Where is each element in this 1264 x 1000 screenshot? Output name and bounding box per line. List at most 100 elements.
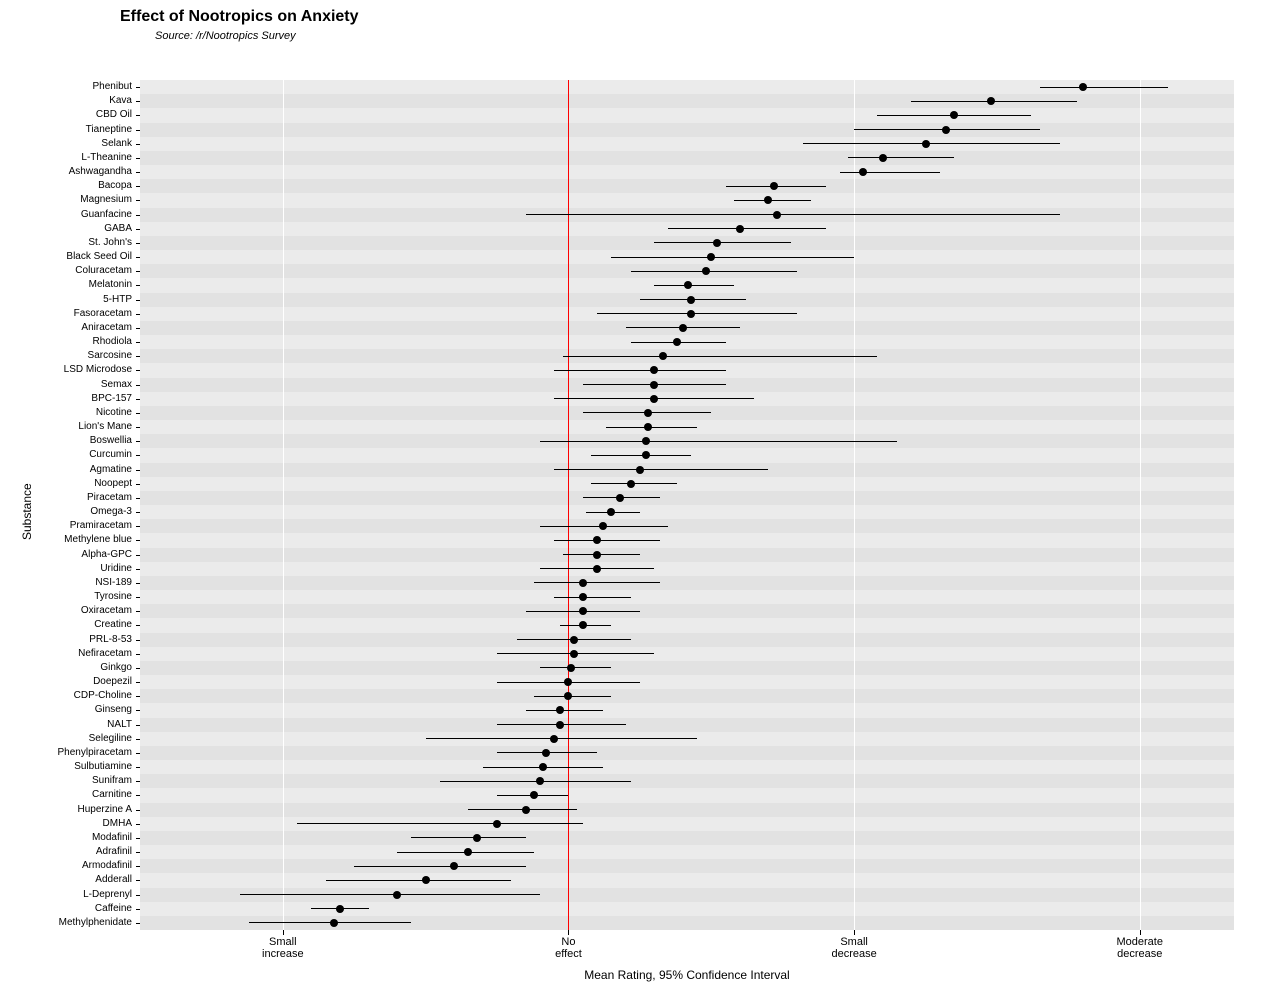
ci-line xyxy=(563,356,877,357)
ci-line xyxy=(297,823,583,824)
y-tick-label: Lion's Mane xyxy=(78,421,132,432)
y-tick-mark xyxy=(136,470,140,471)
y-tick-mark xyxy=(136,597,140,598)
y-tick-mark xyxy=(136,824,140,825)
mean-point xyxy=(650,381,658,389)
row-bg xyxy=(140,477,1234,491)
row-bg xyxy=(140,604,1234,618)
mean-point xyxy=(493,820,501,828)
y-tick-label: L-Theanine xyxy=(81,152,132,163)
y-tick-mark xyxy=(136,654,140,655)
mean-point xyxy=(556,721,564,729)
y-tick-mark xyxy=(136,753,140,754)
row-bg xyxy=(140,108,1234,122)
row-bg xyxy=(140,760,1234,774)
ci-line xyxy=(326,880,512,881)
y-tick-mark xyxy=(136,640,140,641)
y-tick-label: Omega-3 xyxy=(90,506,132,517)
y-tick-mark xyxy=(136,668,140,669)
y-tick-label: Pramiracetam xyxy=(70,520,132,531)
y-tick-mark xyxy=(136,399,140,400)
ci-line xyxy=(411,837,525,838)
mean-point xyxy=(687,296,695,304)
y-tick-label: Caffeine xyxy=(95,903,132,914)
y-tick-mark xyxy=(136,385,140,386)
ci-line xyxy=(554,540,660,541)
y-tick-label: LSD Microdose xyxy=(64,364,132,375)
mean-point xyxy=(473,834,481,842)
y-tick-label: Fasoracetam xyxy=(74,308,132,319)
ci-line xyxy=(597,313,797,314)
row-bg xyxy=(140,633,1234,647)
y-tick-label: Ginseng xyxy=(95,704,132,715)
row-bg xyxy=(140,689,1234,703)
ci-line xyxy=(526,710,603,711)
mean-point xyxy=(579,593,587,601)
y-tick-label: Boswellia xyxy=(90,435,132,446)
y-tick-label: Kava xyxy=(109,95,132,106)
y-tick-label: Nicotine xyxy=(96,407,132,418)
y-tick-mark xyxy=(136,427,140,428)
y-tick-label: Bacopa xyxy=(98,180,132,191)
y-tick-mark xyxy=(136,767,140,768)
y-tick-label: Black Seed Oil xyxy=(66,251,132,262)
y-tick-label: Creatine xyxy=(94,619,132,630)
y-tick-mark xyxy=(136,611,140,612)
row-bg xyxy=(140,533,1234,547)
mean-point xyxy=(922,140,930,148)
y-tick-label: NALT xyxy=(107,719,132,730)
row-bg xyxy=(140,902,1234,916)
row-bg xyxy=(140,703,1234,717)
row-bg xyxy=(140,774,1234,788)
y-tick-mark xyxy=(136,87,140,88)
ci-line xyxy=(840,172,940,173)
mean-point xyxy=(642,451,650,459)
y-tick-label: Sulbutiamine xyxy=(74,761,132,772)
y-tick-mark xyxy=(136,880,140,881)
row-bg xyxy=(140,165,1234,179)
y-tick-label: Sarcosine xyxy=(88,350,132,361)
chart-subtitle: Source: /r/Nootropics Survey xyxy=(155,30,296,42)
y-tick-label: Tyrosine xyxy=(94,591,132,602)
row-bg xyxy=(140,647,1234,661)
y-tick-mark xyxy=(136,356,140,357)
y-tick-mark xyxy=(136,328,140,329)
y-tick-label: Ginkgo xyxy=(100,662,132,673)
row-bg xyxy=(140,831,1234,845)
reference-line xyxy=(568,80,569,930)
mean-point xyxy=(616,494,624,502)
y-tick-mark xyxy=(136,555,140,556)
y-tick-label: Curcumin xyxy=(89,449,132,460)
row-bg xyxy=(140,590,1234,604)
y-tick-label: Agmatine xyxy=(90,464,132,475)
figure: Effect of Nootropics on Anxiety Source: … xyxy=(0,0,1264,1000)
x-tick-label: No effect xyxy=(518,936,618,960)
y-tick-label: DMHA xyxy=(103,818,132,829)
row-bg xyxy=(140,718,1234,732)
y-tick-mark xyxy=(136,795,140,796)
mean-point xyxy=(642,437,650,445)
y-tick-mark xyxy=(136,101,140,102)
y-tick-mark xyxy=(136,271,140,272)
y-tick-mark xyxy=(136,781,140,782)
x-tick-mark xyxy=(283,930,284,935)
row-bg xyxy=(140,661,1234,675)
y-tick-mark xyxy=(136,739,140,740)
mean-point xyxy=(522,806,530,814)
ci-line xyxy=(1040,87,1169,88)
y-tick-label: Tianeptine xyxy=(86,124,132,135)
y-tick-mark xyxy=(136,682,140,683)
row-bg xyxy=(140,803,1234,817)
y-axis-label: Substance xyxy=(20,483,34,540)
ci-line xyxy=(526,214,1060,215)
y-tick-label: CBD Oil xyxy=(96,109,132,120)
ci-line xyxy=(534,582,660,583)
row-bg xyxy=(140,562,1234,576)
mean-point xyxy=(713,239,721,247)
y-tick-label: Methylphenidate xyxy=(59,917,132,928)
mean-point xyxy=(393,891,401,899)
y-tick-label: Adrafinil xyxy=(96,846,132,857)
y-tick-mark xyxy=(136,526,140,527)
y-tick-label: Melatonin xyxy=(89,279,132,290)
gridline xyxy=(854,80,855,930)
